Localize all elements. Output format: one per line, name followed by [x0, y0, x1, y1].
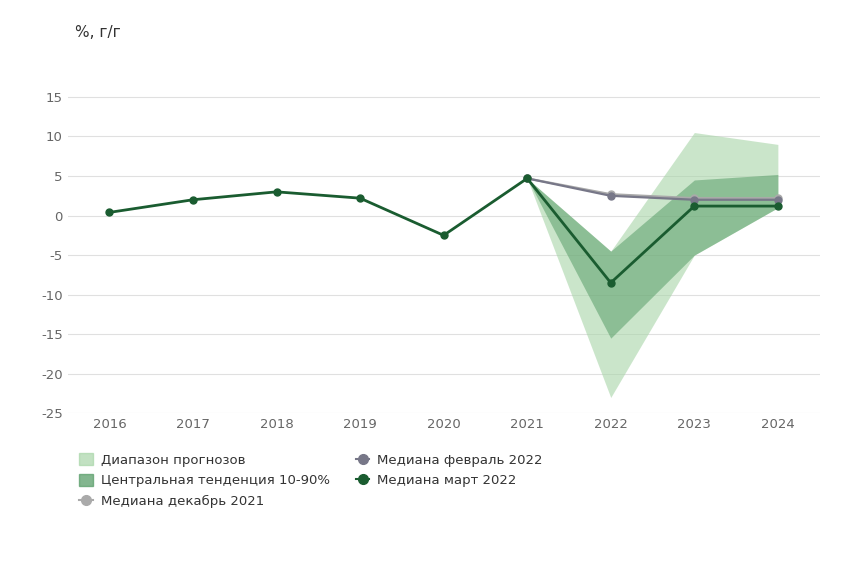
- Legend: Диапазон прогнозов, Центральная тенденция 10-90%, Медиана декабрь 2021, Медиана : Диапазон прогнозов, Центральная тенденци…: [74, 448, 547, 514]
- Text: %, г/г: %, г/г: [75, 25, 121, 40]
